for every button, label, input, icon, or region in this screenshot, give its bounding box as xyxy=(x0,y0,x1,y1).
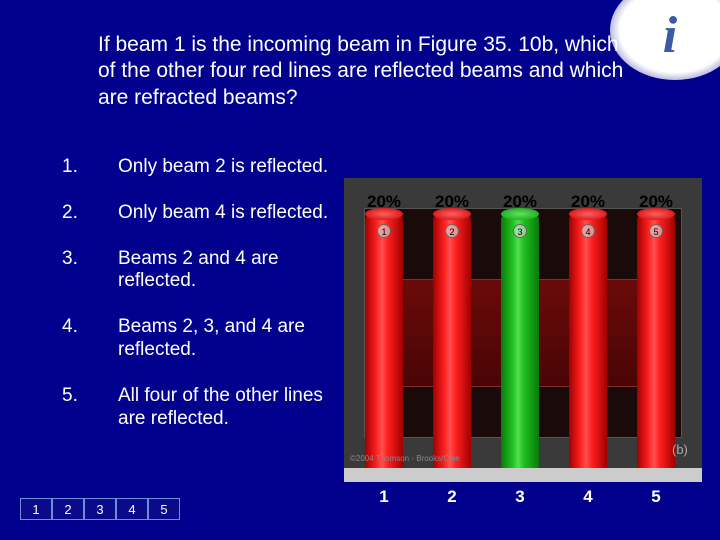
option-num: 3. xyxy=(62,248,118,294)
bar-1 xyxy=(365,214,403,472)
option-text: All four of the other lines are reflecte… xyxy=(118,385,338,431)
pct-2: 20% xyxy=(426,192,478,212)
pct-4: 20% xyxy=(562,192,614,212)
nav-4[interactable]: 4 xyxy=(116,498,148,520)
options-list: 1. Only beam 2 is reflected. 2. Only bea… xyxy=(62,156,338,453)
option-4[interactable]: 4. Beams 2, 3, and 4 are reflected. xyxy=(62,316,338,362)
option-num: 1. xyxy=(62,156,118,179)
question-text: If beam 1 is the incoming beam in Figure… xyxy=(98,32,630,111)
logo-icon: i xyxy=(663,6,677,65)
circle-1: 1 xyxy=(358,224,410,238)
option-num: 2. xyxy=(62,202,118,225)
bar-2 xyxy=(433,214,471,472)
nav-3[interactable]: 3 xyxy=(84,498,116,520)
x-3: 3 xyxy=(494,487,546,507)
circle-3: 3 xyxy=(494,224,546,238)
bar-5 xyxy=(637,214,675,472)
option-text: Only beam 2 is reflected. xyxy=(118,156,328,179)
pct-1: 20% xyxy=(358,192,410,212)
x-2: 2 xyxy=(426,487,478,507)
chart-b-label: (b) xyxy=(672,442,688,457)
x-5: 5 xyxy=(630,487,682,507)
bar-3 xyxy=(501,214,539,472)
nav-2[interactable]: 2 xyxy=(52,498,84,520)
option-1[interactable]: 1. Only beam 2 is reflected. xyxy=(62,156,338,179)
chart-base xyxy=(344,468,702,482)
chart-bars xyxy=(358,214,682,472)
nav-boxes: 1 2 3 4 5 xyxy=(20,498,180,520)
bar-4 xyxy=(569,214,607,472)
nav-1[interactable]: 1 xyxy=(20,498,52,520)
option-5[interactable]: 5. All four of the other lines are refle… xyxy=(62,385,338,431)
x-axis-labels: 1 2 3 4 5 xyxy=(358,487,682,507)
option-text: Beams 2 and 4 are reflected. xyxy=(118,248,338,294)
circle-5: 5 xyxy=(630,224,682,238)
percentage-labels: 20% 20% 20% 20% 20% xyxy=(358,192,682,212)
chart-footer-credit: ©2004 Thomson - Brooks/Cole xyxy=(350,454,460,463)
option-text: Only beam 4 is reflected. xyxy=(118,202,328,225)
x-4: 4 xyxy=(562,487,614,507)
circle-2: 2 xyxy=(426,224,478,238)
x-1: 1 xyxy=(358,487,410,507)
circle-labels: 1 2 3 4 5 xyxy=(358,224,682,238)
option-2[interactable]: 2. Only beam 4 is reflected. xyxy=(62,202,338,225)
pct-3: 20% xyxy=(494,192,546,212)
option-text: Beams 2, 3, and 4 are reflected. xyxy=(118,316,338,362)
option-3[interactable]: 3. Beams 2 and 4 are reflected. xyxy=(62,248,338,294)
nav-5[interactable]: 5 xyxy=(148,498,180,520)
option-num: 5. xyxy=(62,385,118,431)
pct-5: 20% xyxy=(630,192,682,212)
circle-4: 4 xyxy=(562,224,614,238)
option-num: 4. xyxy=(62,316,118,362)
